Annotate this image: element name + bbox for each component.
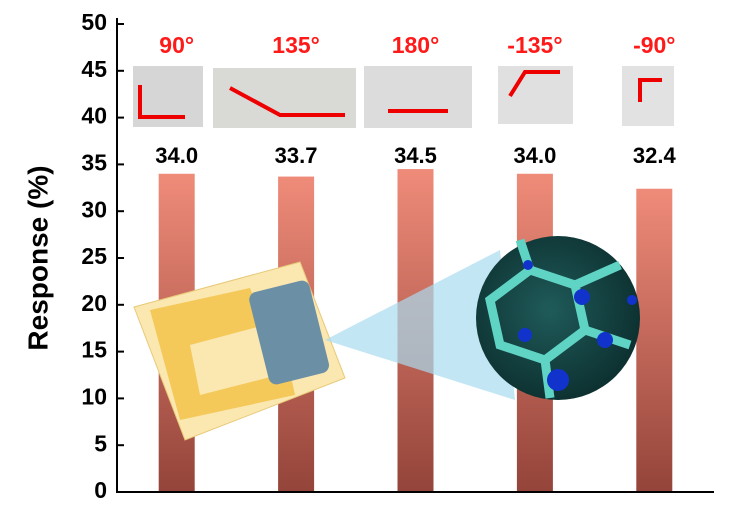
y-tick-label: 10 [81,383,107,409]
photo [364,66,472,128]
photo [213,68,356,128]
value-label: 34.0 [513,143,556,168]
value-label: 34.5 [394,143,437,168]
atom [523,260,533,270]
photo [622,66,674,126]
category-label: 90° [159,32,194,58]
y-axis-label: Response (%) [22,165,53,350]
atom [597,332,613,348]
atom [518,328,532,342]
photos [133,66,674,128]
photo-mark [138,85,185,119]
sensor [133,250,515,441]
atom [627,295,637,305]
y-tick-label: 0 [94,477,107,503]
photo-mark [229,86,345,117]
y-tick-label: 30 [81,196,107,222]
sensor-film [249,280,329,385]
zoom-beam [325,250,515,400]
y-tick-label: 25 [81,243,107,269]
bar [636,188,673,492]
molecule-view [476,236,640,400]
atom [547,369,569,391]
value-label: 34.0 [155,143,198,168]
photo-mark [508,70,560,98]
y-tick-label: 45 [81,56,107,82]
y-tick-label: 5 [94,430,107,456]
value-label: 32.4 [633,143,677,168]
category-label: 135° [272,32,320,58]
y-tick-label: 20 [81,290,107,316]
category-label: 180° [392,32,440,58]
y-tick-label: 15 [81,337,107,363]
value-label: 33.7 [275,143,318,168]
y-tick-label: 40 [81,103,107,129]
category-label: -90° [633,32,675,58]
category-label: -135° [507,32,562,58]
atom [574,289,590,305]
photo-mark [638,78,662,102]
y-tick-label: 35 [81,149,107,175]
y-tick-label: 50 [81,9,107,35]
